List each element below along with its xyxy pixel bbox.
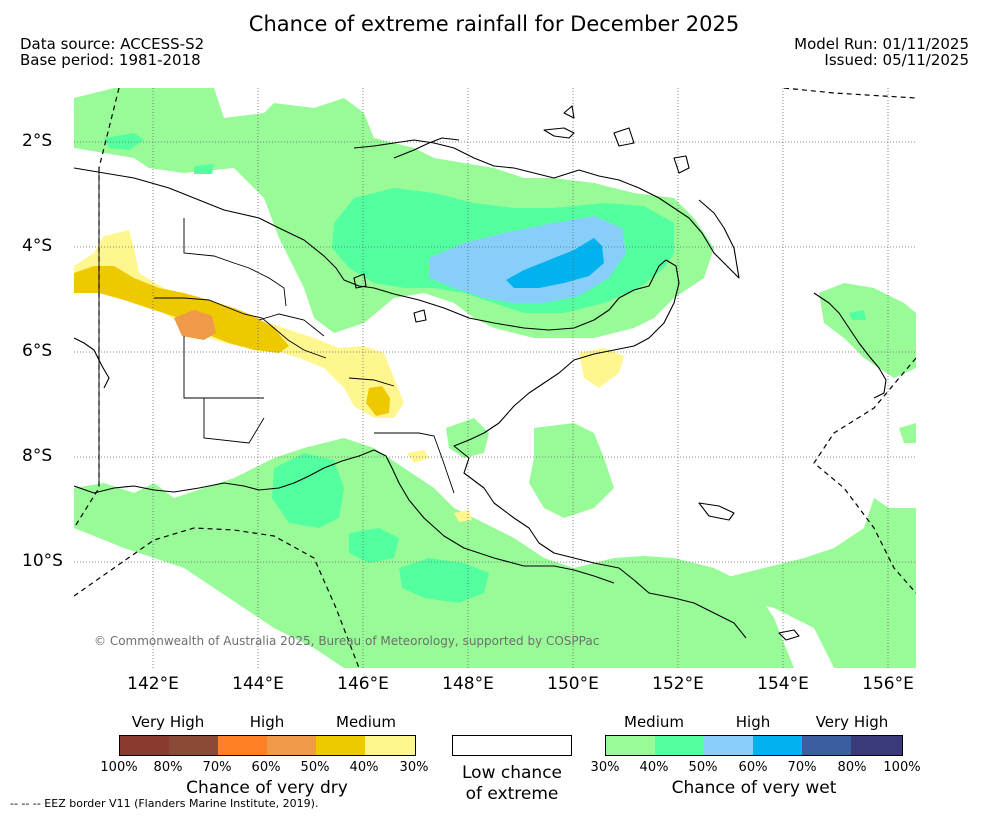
wet-category-very-high: Very High	[815, 713, 889, 731]
base-period-label: Base period: 1981-2018	[20, 51, 201, 69]
dry-category-medium: Medium	[336, 713, 396, 731]
graticule	[74, 88, 916, 668]
wet-legend-label: Chance of very wet	[671, 778, 837, 798]
dry-tick-50: 50%	[300, 760, 330, 775]
lat-label-8s: 8°S	[22, 446, 53, 466]
dry-tick-80: 80%	[153, 760, 183, 775]
lon-label-156e: 156°E	[862, 674, 914, 694]
eez-borders	[74, 88, 916, 668]
dry-swatch	[169, 736, 219, 755]
wet-category-high: High	[735, 713, 771, 731]
dry-tick-40: 40%	[349, 760, 379, 775]
wet-tick-60: 60%	[738, 760, 768, 775]
wet-tick-100: 100%	[883, 760, 921, 775]
lat-label-10s: 10°S	[22, 551, 63, 571]
lat-label-2s: 2°S	[22, 131, 53, 151]
wet-colorbar	[605, 735, 903, 756]
dry-swatch	[316, 736, 366, 755]
map-title: Chance of extreme rainfall for December …	[248, 12, 740, 36]
lon-label-146e: 146°E	[337, 674, 389, 694]
dry-tick-30: 30%	[399, 760, 429, 775]
wet-60-70-area	[506, 238, 604, 288]
dry-tick-60: 60%	[251, 760, 281, 775]
dry-high-area	[174, 310, 216, 340]
wet-swatch	[704, 736, 754, 755]
wet-tick-70: 70%	[787, 760, 817, 775]
lon-label-148e: 148°E	[442, 674, 494, 694]
data-source-label: Data source: ACCESS-S2	[20, 35, 205, 53]
wet-50-60-area	[429, 216, 626, 303]
map-credit: © Commonwealth of Australia 2025, Bureau…	[94, 634, 599, 648]
low-chance-swatch	[452, 735, 572, 756]
issued-label: Issued: 05/11/2025	[824, 51, 969, 69]
lon-label-144e: 144°E	[232, 674, 284, 694]
wet-tick-80: 80%	[837, 760, 867, 775]
dry-swatch	[365, 736, 415, 755]
wet-category-medium: Medium	[624, 713, 684, 731]
dry-category-high: High	[249, 713, 285, 731]
dry-colorbar	[119, 735, 416, 756]
rainfall-map[interactable]: © Commonwealth of Australia 2025, Bureau…	[74, 88, 916, 668]
lat-label-6s: 6°S	[22, 341, 53, 361]
model-run-label: Model Run: 01/11/2025	[794, 35, 969, 53]
wet-swatch	[606, 736, 656, 755]
wet-swatch	[655, 736, 705, 755]
dry-tick-70: 70%	[202, 760, 232, 775]
dry-tick-100: 100%	[100, 760, 138, 775]
dry-swatch	[267, 736, 317, 755]
wet-swatch	[851, 736, 902, 755]
wet-tick-30: 30%	[590, 760, 620, 775]
lat-label-4s: 4°S	[22, 236, 53, 256]
wet-swatch	[753, 736, 803, 755]
lon-label-152e: 152°E	[652, 674, 704, 694]
wet-swatch	[802, 736, 852, 755]
wet-tick-40: 40%	[639, 760, 669, 775]
eez-footnote: -- -- -- EEZ border V11 (Flanders Marine…	[10, 797, 319, 810]
dry-medium-areas	[74, 266, 390, 416]
dry-category-very-high: Very High	[131, 713, 205, 731]
wet-tick-50: 50%	[688, 760, 718, 775]
low-chance-label-line1: Low chance	[462, 763, 562, 783]
coastlines	[74, 105, 887, 641]
lon-label-150e: 150°E	[547, 674, 599, 694]
lon-label-142e: 142°E	[127, 674, 179, 694]
dry-legend-label: Chance of very dry	[186, 778, 348, 798]
dry-swatch	[218, 736, 268, 755]
lon-label-154e: 154°E	[757, 674, 809, 694]
low-chance-label-line2: of extreme	[465, 784, 559, 804]
dry-swatch	[120, 736, 170, 755]
